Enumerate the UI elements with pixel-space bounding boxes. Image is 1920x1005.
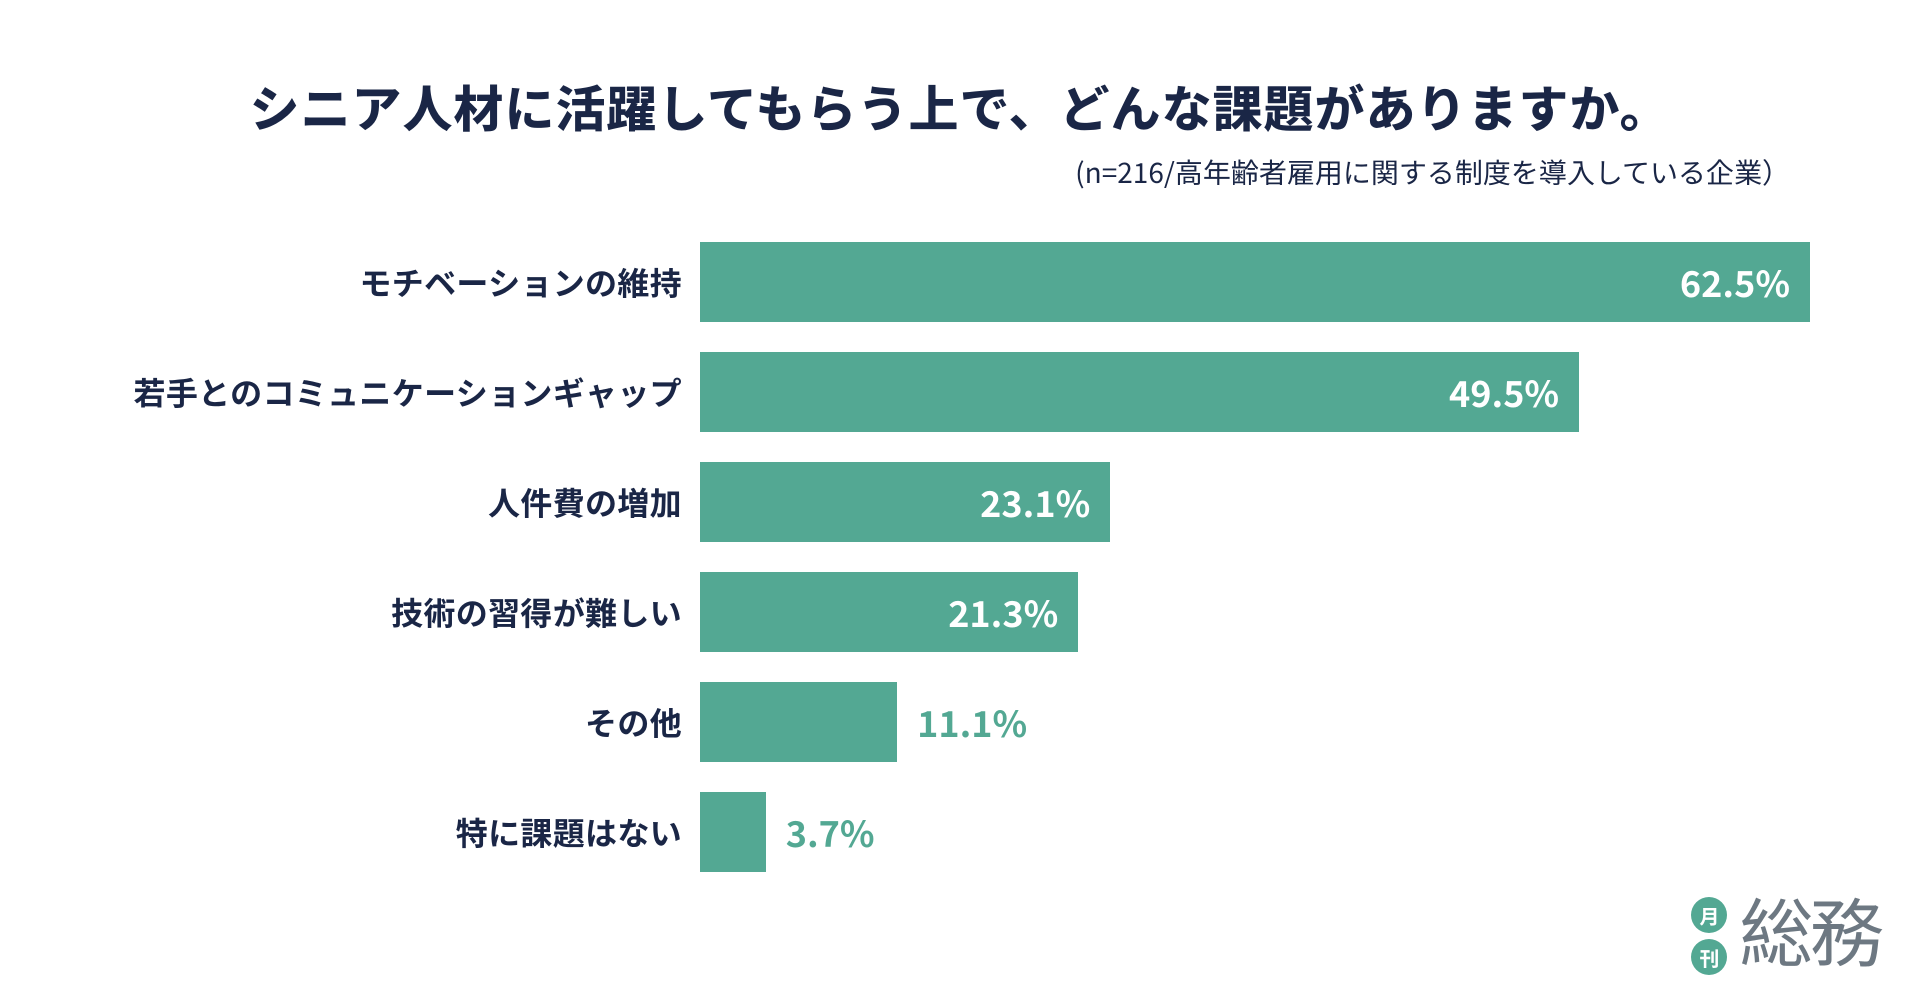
bar-row: その他 11.1% [110, 682, 1810, 762]
bar: 49.5% [700, 352, 1579, 432]
bar-label: モチベーションの維持 [110, 259, 700, 305]
bar-area: 3.7% [700, 792, 1810, 872]
chart-subtitle: (n=216/高年齢者雇用に関する制度を導入している企業） [110, 152, 1790, 192]
bar-row: 若手とのコミュニケーションギャップ 49.5% [110, 352, 1810, 432]
logo-text: 総務 [1739, 899, 1880, 973]
bar-value: 23.1% [980, 476, 1090, 528]
bar-chart: モチベーションの維持 62.5% 若手とのコミュニケーションギャップ 49.5% 人件費… [110, 242, 1810, 872]
bar-value: 11.1% [917, 696, 1027, 748]
bar-label: その他 [110, 699, 700, 745]
bar-area: 49.5% [700, 352, 1810, 432]
bar-label: 人件費の増加 [110, 479, 700, 525]
bar-row: 人件費の増加 23.1% [110, 462, 1810, 542]
bar: 21.3% [700, 572, 1078, 652]
bar-row: 特に課題はない 3.7% [110, 792, 1810, 872]
bar-value: 49.5% [1449, 366, 1559, 418]
bar-area: 23.1% [700, 462, 1810, 542]
bar-row: モチベーションの維持 62.5% [110, 242, 1810, 322]
logo-circle-top: 月 [1691, 897, 1727, 933]
bar-value: 62.5% [1680, 256, 1790, 308]
publisher-logo: 月 刊 総務 [1691, 897, 1880, 975]
bar-area: 21.3% [700, 572, 1810, 652]
bar-area: 11.1% [700, 682, 1810, 762]
chart-container: シニア人材に活躍してもらう上で、どんな課題がありますか。 (n=216/高年齢者… [0, 0, 1920, 872]
logo-circle-bottom: 刊 [1691, 939, 1727, 975]
bar-label: 若手とのコミュニケーションギャップ [110, 369, 700, 415]
bar [700, 682, 897, 762]
bar-value: 3.7% [786, 806, 875, 858]
bar-label: 特に課題はない [110, 809, 700, 855]
chart-title: シニア人材に活躍してもらう上で、どんな課題がありますか。 [110, 70, 1810, 142]
bar [700, 792, 766, 872]
bar-value: 21.3% [948, 586, 1058, 638]
logo-badge: 月 刊 [1691, 897, 1727, 975]
bar-area: 62.5% [700, 242, 1810, 322]
bar: 23.1% [700, 462, 1110, 542]
bar-row: 技術の習得が難しい 21.3% [110, 572, 1810, 652]
bar: 62.5% [700, 242, 1810, 322]
bar-label: 技術の習得が難しい [110, 589, 700, 635]
